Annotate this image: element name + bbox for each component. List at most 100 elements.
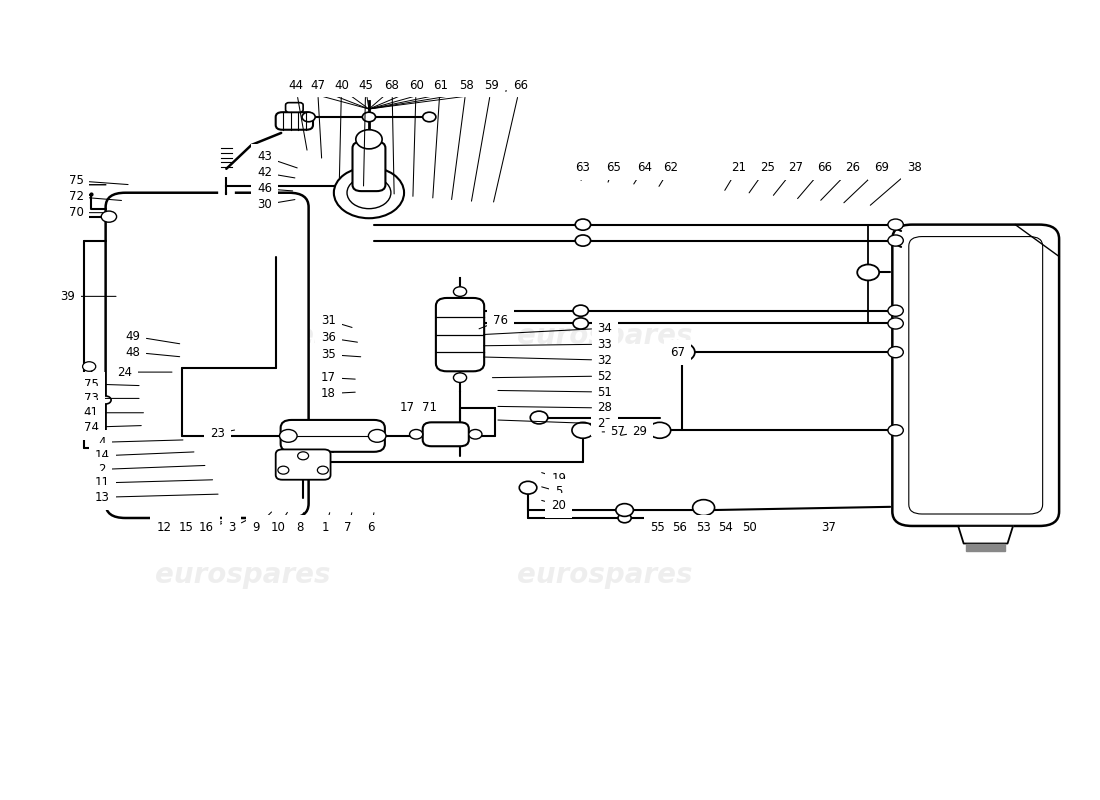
Text: 7: 7 — [344, 513, 352, 534]
Text: 71: 71 — [421, 402, 438, 414]
Circle shape — [362, 112, 375, 122]
Circle shape — [575, 235, 591, 246]
Text: 60: 60 — [409, 78, 424, 196]
Text: 58: 58 — [452, 78, 474, 199]
Text: 59: 59 — [472, 78, 499, 201]
Text: 36: 36 — [321, 331, 358, 344]
FancyBboxPatch shape — [276, 112, 314, 130]
Circle shape — [453, 373, 466, 382]
Text: 72: 72 — [68, 190, 121, 203]
Text: 1: 1 — [321, 513, 330, 534]
Text: 40: 40 — [334, 78, 349, 178]
Text: eurospares: eurospares — [155, 562, 330, 590]
Text: 74: 74 — [84, 421, 141, 434]
Text: 44: 44 — [288, 78, 307, 150]
Text: 5: 5 — [541, 485, 562, 498]
Text: 29: 29 — [620, 426, 648, 438]
Text: 61: 61 — [432, 78, 448, 198]
Text: 76: 76 — [480, 314, 508, 329]
Text: 69: 69 — [844, 161, 889, 202]
Text: 47: 47 — [310, 78, 324, 158]
Text: 46: 46 — [257, 182, 293, 195]
Circle shape — [573, 318, 588, 329]
Circle shape — [368, 430, 386, 442]
Circle shape — [100, 396, 111, 404]
FancyBboxPatch shape — [286, 102, 304, 112]
Text: 62: 62 — [659, 161, 679, 186]
Text: 45: 45 — [359, 78, 373, 186]
Text: 32: 32 — [484, 354, 613, 366]
Text: 27: 27 — [773, 161, 803, 195]
Text: 10: 10 — [271, 512, 287, 534]
Text: 35: 35 — [321, 348, 361, 361]
Text: 73: 73 — [84, 392, 139, 405]
Text: 66: 66 — [798, 161, 832, 198]
Circle shape — [888, 235, 903, 246]
Text: 39: 39 — [59, 290, 116, 303]
FancyBboxPatch shape — [106, 193, 309, 518]
Text: 12: 12 — [156, 520, 211, 534]
Circle shape — [575, 219, 591, 230]
Circle shape — [302, 112, 316, 122]
Text: 75: 75 — [68, 174, 128, 187]
Text: 21: 21 — [725, 161, 746, 190]
Circle shape — [278, 466, 289, 474]
Text: 3: 3 — [228, 517, 253, 534]
Circle shape — [453, 286, 466, 296]
Circle shape — [618, 514, 631, 522]
Text: 54: 54 — [718, 521, 733, 534]
Circle shape — [333, 167, 404, 218]
Circle shape — [279, 430, 297, 442]
Circle shape — [888, 305, 903, 316]
Circle shape — [669, 342, 695, 362]
Text: 56: 56 — [672, 521, 686, 534]
FancyBboxPatch shape — [352, 142, 385, 191]
Text: 50: 50 — [742, 521, 757, 534]
Text: 41: 41 — [84, 406, 143, 419]
Text: eurospares: eurospares — [517, 322, 693, 350]
Text: 70: 70 — [68, 206, 102, 219]
Text: 23: 23 — [210, 427, 234, 440]
Text: 34: 34 — [484, 322, 613, 334]
Text: 16: 16 — [199, 520, 234, 534]
Text: 26: 26 — [821, 161, 860, 200]
Circle shape — [649, 422, 671, 438]
Text: 51: 51 — [498, 386, 613, 398]
Text: 48: 48 — [125, 346, 179, 358]
Text: 4: 4 — [99, 436, 183, 449]
Text: 19: 19 — [541, 472, 567, 485]
Text: 67: 67 — [670, 346, 685, 358]
Polygon shape — [958, 526, 1013, 543]
Text: 9: 9 — [252, 512, 272, 534]
Circle shape — [469, 430, 482, 439]
Circle shape — [318, 466, 329, 474]
Text: 28: 28 — [498, 402, 613, 414]
Text: 31: 31 — [321, 314, 352, 327]
Text: 75: 75 — [84, 378, 139, 390]
Text: 8: 8 — [296, 513, 304, 534]
Circle shape — [888, 318, 903, 329]
Text: 57: 57 — [602, 426, 626, 438]
Text: 22: 22 — [498, 418, 613, 430]
Text: 2: 2 — [99, 463, 205, 476]
Circle shape — [693, 500, 715, 515]
Circle shape — [346, 177, 390, 209]
Text: 38: 38 — [870, 161, 922, 206]
Circle shape — [888, 219, 903, 230]
Circle shape — [573, 305, 588, 316]
Text: 17: 17 — [321, 371, 355, 384]
Text: eurospares: eurospares — [517, 562, 693, 590]
Text: 37: 37 — [822, 521, 839, 534]
Text: 25: 25 — [749, 161, 774, 193]
Text: 17: 17 — [400, 402, 421, 414]
FancyBboxPatch shape — [436, 298, 484, 371]
FancyBboxPatch shape — [280, 420, 385, 452]
Text: 55: 55 — [650, 521, 664, 534]
Circle shape — [572, 422, 594, 438]
Circle shape — [422, 112, 436, 122]
Text: 11: 11 — [95, 477, 212, 490]
Text: 30: 30 — [257, 198, 295, 211]
Circle shape — [888, 425, 903, 436]
Circle shape — [616, 504, 634, 516]
Circle shape — [298, 452, 309, 460]
